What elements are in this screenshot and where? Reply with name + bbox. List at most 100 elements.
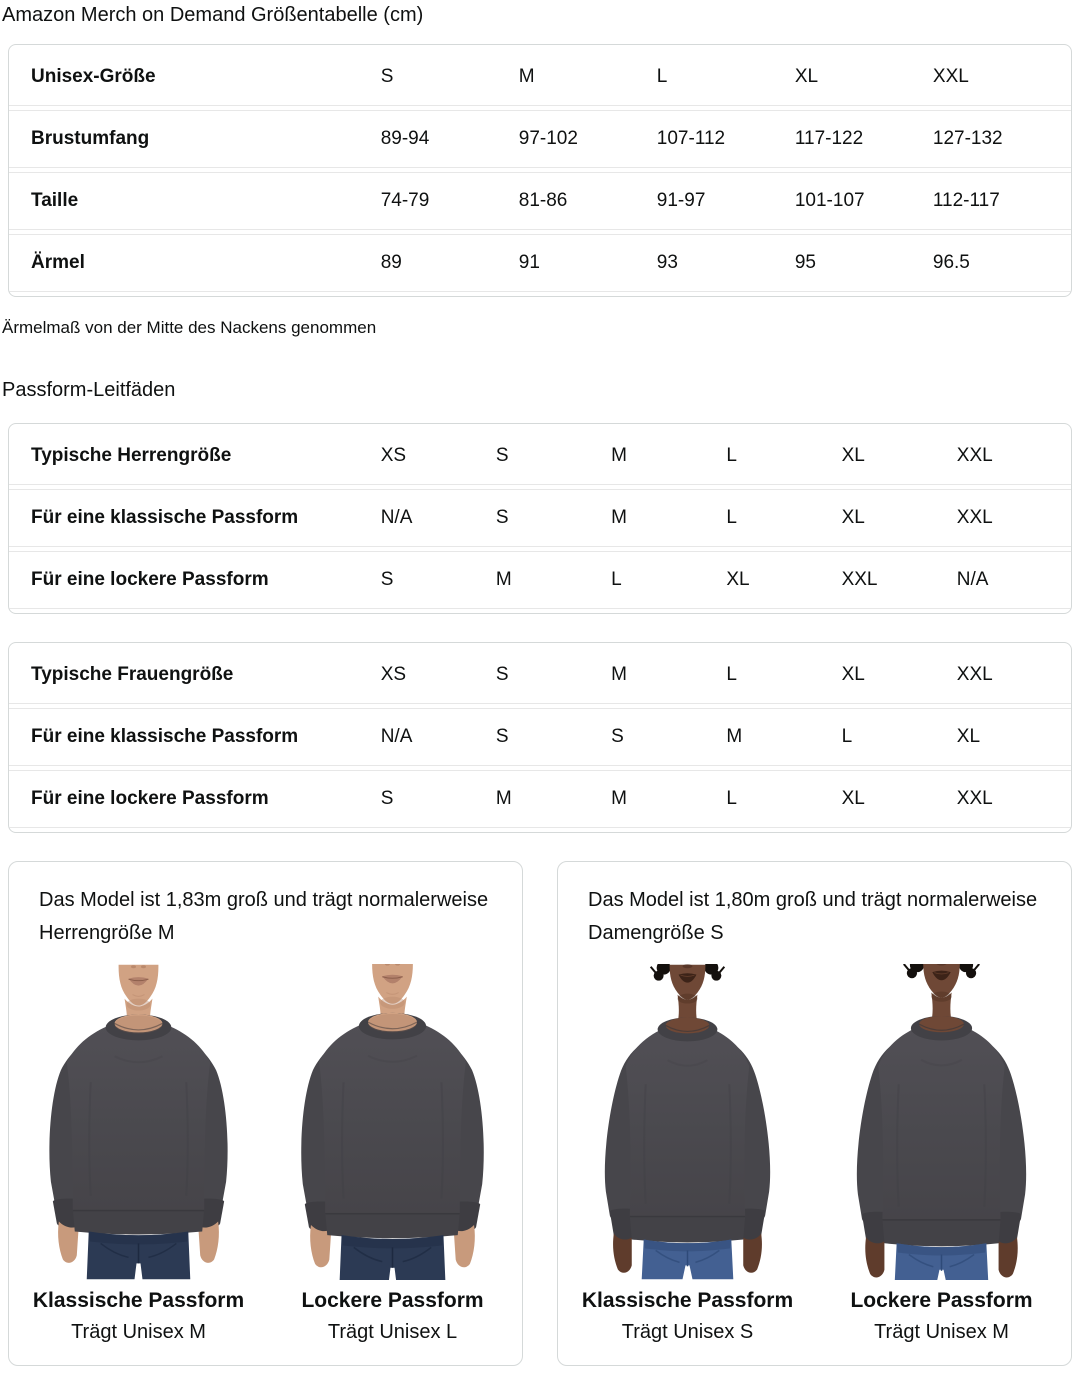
worn-size-label: Trägt Unisex M	[71, 1321, 206, 1343]
row-label: Für eine lockere Passform	[9, 770, 381, 828]
size-value: XXL	[956, 770, 1071, 828]
mens-fit-table-card: Typische Herrengröße XS S M L XL XXL Für…	[8, 423, 1072, 614]
column-header: L	[656, 49, 795, 106]
size-value: N/A	[956, 551, 1071, 609]
fit-label: Lockere Passform	[301, 1289, 484, 1312]
size-value: 95	[794, 234, 933, 292]
column-header: XXL	[932, 49, 1071, 106]
row-label: Für eine klassische Passform	[9, 708, 381, 766]
model-photo-male-classic	[31, 964, 246, 1280]
table-header-row: Typische Frauengröße XS S M L XL XXL	[9, 647, 1071, 704]
column-header: S	[495, 428, 612, 485]
size-value: 127-132	[932, 110, 1071, 168]
size-value: 107-112	[656, 110, 795, 168]
unisex-size-table: Unisex-Größe S M L XL XXL Brustumfang 89…	[9, 45, 1071, 296]
size-value: N/A	[380, 708, 496, 766]
size-value: 117-122	[794, 110, 933, 168]
size-value: 89	[380, 234, 519, 292]
size-value: 97-102	[518, 110, 657, 168]
model-photo-male-loose	[285, 964, 500, 1280]
size-value: M	[495, 770, 612, 828]
fit-label: Klassische Passform	[581, 1289, 794, 1312]
size-value: XXL	[841, 551, 957, 609]
column-header: M	[611, 647, 727, 704]
row-label: Typische Herrengröße	[9, 428, 381, 485]
size-value: L	[611, 551, 727, 609]
model-card-men: Das Model ist 1,83m groß und trägt norma…	[8, 861, 523, 1366]
size-value: M	[611, 489, 727, 547]
row-label: Brustumfang	[9, 110, 381, 168]
size-value: S	[380, 770, 496, 828]
table-header-row: Typische Herrengröße XS S M L XL XXL	[9, 428, 1071, 485]
row-label: Ärmel	[9, 234, 381, 292]
column-header: XS	[380, 428, 496, 485]
table-row: Ärmel 89 91 93 95 96.5	[9, 234, 1071, 292]
size-value: XL	[956, 708, 1071, 766]
size-value: S	[495, 489, 612, 547]
size-value: S	[495, 708, 612, 766]
model-description: Das Model ist 1,80m groß und trägt norma…	[588, 889, 1038, 944]
size-value: 89-94	[380, 110, 519, 168]
table-row: Taille 74-79 81-86 91-97 101-107 112-117	[9, 172, 1071, 230]
size-value: XL	[726, 551, 842, 609]
womens-fit-table: Typische Frauengröße XS S M L XL XXL Für…	[9, 643, 1071, 832]
size-value: XXL	[956, 489, 1071, 547]
size-value: 93	[656, 234, 795, 292]
size-value: L	[726, 489, 842, 547]
size-value: M	[495, 551, 612, 609]
size-value: 101-107	[794, 172, 933, 230]
model-photo-female-loose	[834, 964, 1049, 1280]
column-header: L	[726, 647, 842, 704]
size-value: L	[841, 708, 957, 766]
column-header: L	[726, 428, 842, 485]
size-value: N/A	[380, 489, 496, 547]
size-value: 81-86	[518, 172, 657, 230]
size-value: 74-79	[380, 172, 519, 230]
sleeve-measurement-note: Ärmelmaß von der Mitte des Nackens genom…	[2, 318, 377, 337]
row-label: Unisex-Größe	[9, 49, 381, 106]
model-card-women: Das Model ist 1,80m groß und trägt norma…	[557, 861, 1072, 1366]
size-value: M	[726, 708, 842, 766]
row-label: Für eine lockere Passform	[9, 551, 381, 609]
size-value: XL	[841, 770, 957, 828]
table-row: Brustumfang 89-94 97-102 107-112 117-122…	[9, 110, 1071, 168]
table-row: Für eine klassische Passform N/A S S M L…	[9, 708, 1071, 766]
model-photo-female-classic	[580, 964, 795, 1280]
fit-label: Klassische Passform	[32, 1289, 245, 1312]
page-title: Amazon Merch on Demand Größentabelle (cm…	[2, 4, 424, 26]
size-value: 112-117	[932, 172, 1071, 230]
size-value: 91	[518, 234, 657, 292]
size-value: XL	[841, 489, 957, 547]
figure-classic-fit-male: Klassische Passform Trägt Unisex M	[31, 964, 246, 1345]
row-label: Typische Frauengröße	[9, 647, 381, 704]
figure-classic-fit-female: Klassische Passform Trägt Unisex S	[580, 964, 795, 1345]
figure-loose-fit-male: Lockere Passform Trägt Unisex L	[285, 964, 500, 1345]
column-header: XXL	[956, 647, 1071, 704]
column-header: XS	[380, 647, 496, 704]
mens-fit-table: Typische Herrengröße XS S M L XL XXL Für…	[9, 424, 1071, 613]
size-value: 96.5	[932, 234, 1071, 292]
table-header-row: Unisex-Größe S M L XL XXL	[9, 49, 1071, 106]
worn-size-label: Trägt Unisex S	[621, 1321, 754, 1343]
column-header: XL	[841, 647, 957, 704]
unisex-size-table-card: Unisex-Größe S M L XL XXL Brustumfang 89…	[8, 44, 1072, 297]
column-header: M	[518, 49, 657, 106]
model-description: Das Model ist 1,83m groß und trägt norma…	[39, 889, 489, 944]
model-cards-row: Das Model ist 1,83m groß und trägt norma…	[8, 861, 1072, 1366]
table-row: Für eine lockere Passform S M L XL XXL N…	[9, 551, 1071, 609]
column-header: S	[495, 647, 612, 704]
size-value: S	[611, 708, 727, 766]
figure-loose-fit-female: Lockere Passform Trägt Unisex M	[834, 964, 1049, 1345]
table-row: Für eine klassische Passform N/A S M L X…	[9, 489, 1071, 547]
womens-fit-table-card: Typische Frauengröße XS S M L XL XXL Für…	[8, 642, 1072, 833]
column-header: S	[380, 49, 519, 106]
row-label: Taille	[9, 172, 381, 230]
row-label: Für eine klassische Passform	[9, 489, 381, 547]
column-header: M	[611, 428, 727, 485]
fit-guides-heading: Passform-Leitfäden	[2, 379, 176, 401]
worn-size-label: Trägt Unisex L	[327, 1321, 458, 1343]
column-header: XL	[841, 428, 957, 485]
column-header: XXL	[956, 428, 1071, 485]
table-row: Für eine lockere Passform S M M L XL XXL	[9, 770, 1071, 828]
